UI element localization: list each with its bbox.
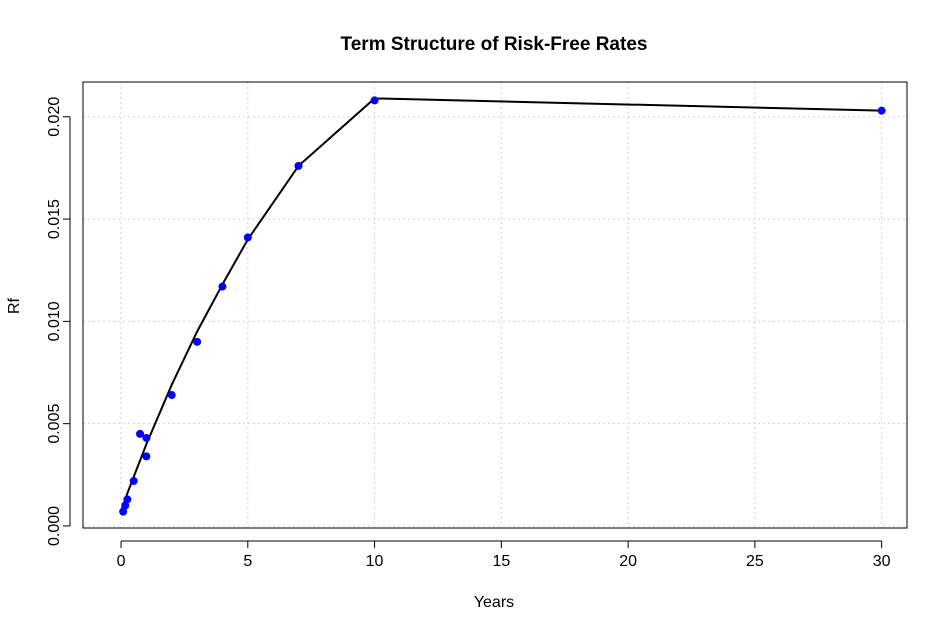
fitted-curve	[120, 97, 882, 512]
data-point-8	[193, 337, 202, 346]
grid	[83, 82, 907, 528]
y-axis-label: Rf	[6, 297, 23, 314]
data-point-10	[243, 233, 252, 242]
data-point-11	[294, 161, 303, 170]
points-layer	[119, 96, 886, 516]
data-point-13	[877, 106, 886, 115]
data-point-0	[119, 507, 128, 516]
data-point-9	[218, 282, 227, 291]
y-tick-label-0: 0.000	[46, 506, 63, 546]
data-point-2	[123, 495, 132, 504]
y-tick-label-4: 0.020	[46, 97, 63, 137]
data-point-5	[136, 429, 145, 438]
data-point-1	[121, 501, 130, 510]
x-tick-label-4: 20	[619, 553, 637, 570]
y-tick-label-1: 0.005	[46, 404, 63, 444]
data-point-7	[167, 391, 176, 400]
data-point-12	[370, 96, 379, 105]
y-tick-label-3: 0.015	[46, 199, 63, 239]
plot-border	[82, 81, 908, 529]
data-point-6	[142, 433, 151, 442]
chart-title: Term Structure of Risk-Free Rates	[341, 34, 648, 55]
y-tick-label-2: 0.010	[46, 301, 63, 341]
x-tick-label-1: 5	[243, 553, 252, 570]
data-point-4	[142, 452, 151, 461]
y-axis: 0.000 0.005 0.010 0.015 0.020	[46, 97, 71, 546]
x-axis-label: Years	[474, 594, 514, 611]
data-point-3	[129, 476, 138, 485]
x-tick-label-3: 15	[492, 553, 510, 570]
x-tick-label-5: 25	[746, 553, 764, 570]
x-axis: 0 5 10 15 20 25 30	[117, 540, 891, 570]
curve-layer	[120, 97, 882, 512]
x-tick-label-0: 0	[117, 553, 126, 570]
x-tick-label-6: 30	[873, 553, 891, 570]
x-tick-label-2: 10	[366, 553, 384, 570]
